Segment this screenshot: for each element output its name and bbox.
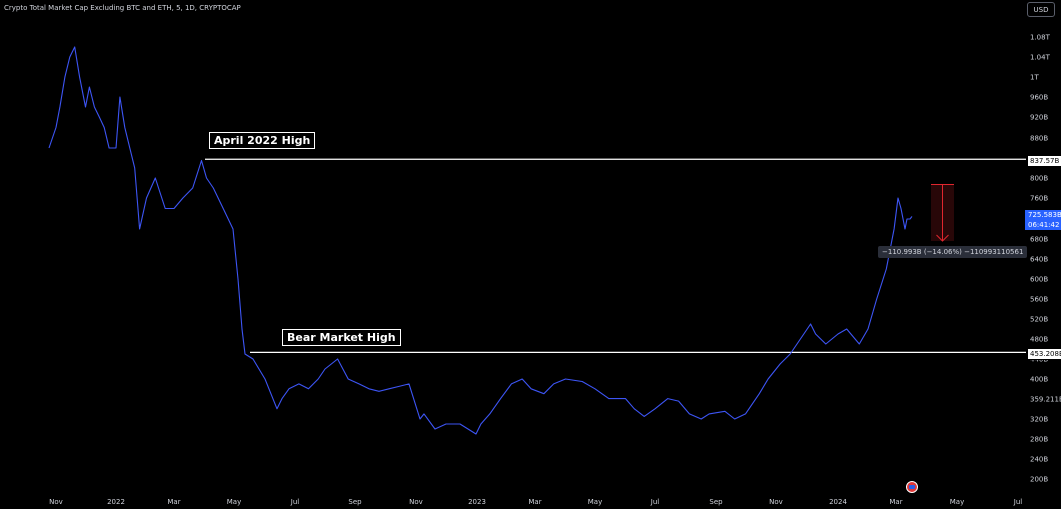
measure-tool[interactable] (931, 184, 954, 242)
x-tick-label: Sep (709, 498, 723, 506)
y-tick-label: 480B (1030, 336, 1048, 344)
measure-arrow-head (936, 234, 949, 242)
y-tick-label: 1.08T (1030, 34, 1051, 42)
y-tick-label: 240B (1030, 456, 1048, 464)
y-tick-label: 960B (1030, 94, 1048, 102)
y-tick-label: 920B (1030, 114, 1048, 122)
x-tick-label: Jul (650, 498, 660, 506)
x-tick-label: Sep (348, 498, 362, 506)
x-tick-label: Mar (528, 498, 541, 506)
x-tick-label: Nov (409, 498, 423, 506)
y-tick-label: 520B (1030, 316, 1048, 324)
current-price-tag: 725.583B 06:41:42 (1025, 210, 1061, 230)
x-tick-label: 2024 (829, 498, 847, 506)
y-tick-label: 1T (1030, 74, 1039, 82)
y-tick-label: 400B (1030, 376, 1048, 384)
x-tick-label: Nov (769, 498, 783, 506)
y-tick-label: 760B (1030, 195, 1048, 203)
y-tick-label: 280B (1030, 436, 1048, 444)
flag-icon[interactable] (906, 481, 918, 493)
x-tick-label: 2023 (468, 498, 486, 506)
currency-button[interactable]: USD (1027, 2, 1055, 17)
april-2022-high-label[interactable]: April 2022 High (209, 132, 316, 149)
y-tick-label: 200B (1030, 476, 1048, 484)
y-tick-label: 880B (1030, 135, 1048, 143)
y-tick-label: 560B (1030, 296, 1048, 304)
bar-countdown: 06:41:42 (1028, 221, 1060, 229)
x-tick-label: May (227, 498, 241, 506)
current-price: 725.583B (1028, 211, 1061, 219)
chart-title: Crypto Total Market Cap Excluding BTC an… (4, 4, 241, 12)
series-line (48, 46, 913, 435)
y-tick-label: 359.211B (1030, 396, 1061, 404)
x-tick-label: Mar (167, 498, 180, 506)
x-axis[interactable]: Nov 2022 Mar May Jul Sep Nov 2023 Mar May Jul Sep No… (49, 498, 1022, 506)
x-tick-label: 2022 (107, 498, 125, 506)
x-tick-label: May (588, 498, 602, 506)
y-tick-label: 600B (1030, 276, 1048, 284)
y-tick-label: 320B (1030, 416, 1048, 424)
y-axis[interactable]: 1.08T1.04T1T960B920B880B840B800B760B720B… (1030, 34, 1061, 484)
april-high-price-tag: 837.57B (1027, 155, 1061, 167)
y-tick-label: 800B (1030, 175, 1048, 183)
bear-market-high-label[interactable]: Bear Market High (282, 329, 401, 346)
y-tick-label: 640B (1030, 256, 1048, 264)
y-tick-label: 1.04T (1030, 54, 1051, 62)
bear-high-price-tag: 453.208B (1027, 348, 1061, 360)
x-tick-label: Jul (1013, 498, 1023, 506)
x-tick-label: Nov (49, 498, 63, 506)
x-tick-label: May (950, 498, 964, 506)
x-tick-label: Mar (889, 498, 902, 506)
x-tick-label: Jul (290, 498, 300, 506)
measure-label: −110.993B (−14.06%) −110993110561 (878, 246, 1028, 258)
y-tick-label: 680B (1030, 236, 1048, 244)
